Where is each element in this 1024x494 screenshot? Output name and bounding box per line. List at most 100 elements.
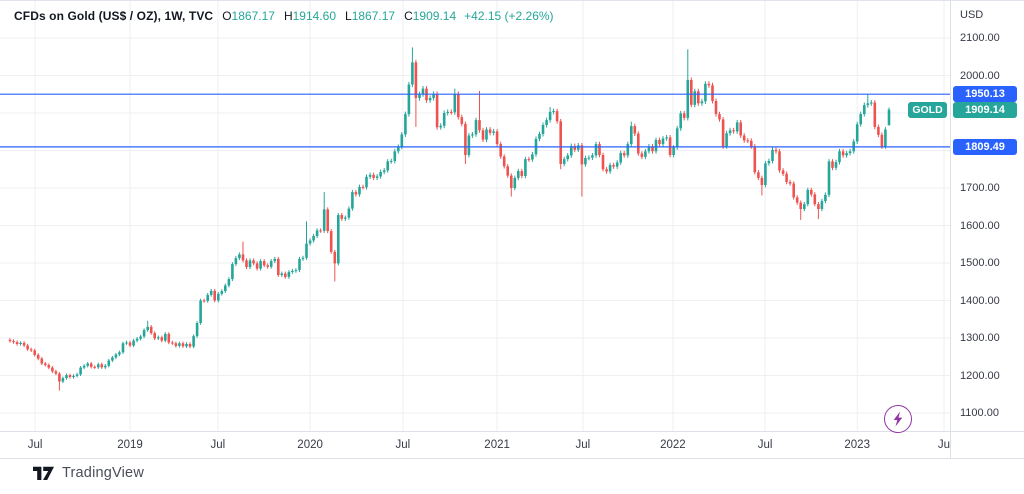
time-axis-label: 2020: [297, 439, 323, 451]
candle: [622, 150, 626, 158]
hline-upper-price-label: 1950.13: [953, 86, 1017, 103]
close-value: 1909.14: [412, 9, 457, 23]
candle: [658, 137, 661, 147]
symbol-title[interactable]: CFDs on Gold (US$ / OZ), 1W, TVC: [14, 9, 214, 23]
candle: [446, 109, 449, 116]
candle: [26, 343, 29, 351]
quick-trade-button[interactable]: [884, 405, 912, 433]
candle: [661, 136, 665, 147]
chart-legend[interactable]: CFDs on Gold (US$ / OZ), 1W, TVC O1867.17…: [14, 9, 554, 23]
time-axis-label: 2023: [844, 439, 870, 451]
candle: [79, 366, 82, 376]
candle: [277, 256, 280, 277]
time-axis-top-border: [0, 431, 1024, 432]
candle: [65, 373, 68, 380]
candle: [570, 143, 573, 158]
candle: [301, 255, 305, 261]
candle: [382, 168, 386, 175]
candle: [464, 121, 467, 164]
candle: [817, 202, 820, 220]
candle: [435, 91, 439, 130]
time-axis-label: Jul: [210, 439, 226, 451]
candle: [778, 149, 781, 173]
time-axis-label: 2021: [484, 439, 510, 451]
candle: [29, 347, 33, 352]
candle: [485, 127, 488, 143]
candle: [538, 131, 541, 142]
candle: [834, 159, 838, 171]
candle: [732, 127, 735, 134]
candle: [548, 107, 552, 123]
candle: [838, 148, 841, 165]
candle: [354, 189, 358, 197]
candle: [248, 258, 252, 270]
candle: [329, 229, 333, 254]
candle: [351, 189, 354, 211]
price-axis[interactable]: USD 1950.13 1909.14 1809.49 2100.00 2000.…: [950, 1, 1024, 458]
candle: [206, 293, 209, 303]
candle: [877, 124, 880, 138]
candle: [450, 109, 453, 115]
price-axis-label: 2100.00: [960, 32, 1000, 44]
candle: [305, 221, 308, 260]
candle: [393, 148, 397, 164]
candle: [690, 77, 693, 108]
candle: [502, 154, 506, 169]
candle: [259, 259, 262, 271]
candle: [584, 155, 587, 167]
candle: [682, 110, 686, 121]
candle: [527, 156, 531, 162]
candle: [344, 215, 347, 221]
candle: [139, 334, 142, 341]
candle: [174, 341, 178, 348]
time-axis-label: Jul: [395, 439, 411, 451]
candle: [718, 111, 721, 122]
candle: [757, 170, 760, 181]
candle: [714, 98, 718, 117]
footer: TradingView: [0, 458, 1024, 494]
candle: [601, 152, 605, 172]
tradingview-logo[interactable]: TradingView: [33, 465, 144, 481]
candle: [806, 187, 810, 207]
candle: [615, 160, 619, 169]
price-axis-label: 1400.00: [960, 294, 1000, 307]
time-axis-label: 2019: [117, 439, 143, 451]
time-axis-bottom-border: [0, 458, 1024, 459]
candle: [368, 172, 372, 179]
candle: [637, 131, 640, 156]
candle: [510, 173, 513, 197]
candle: [739, 120, 742, 138]
candle: [407, 81, 411, 117]
candle: [492, 128, 495, 136]
time-axis-label: Jul: [757, 439, 773, 451]
candle: [8, 338, 12, 343]
candle: [51, 366, 54, 373]
candle: [887, 107, 891, 126]
candle: [54, 369, 58, 376]
candle: [298, 256, 301, 273]
candle: [72, 374, 75, 379]
price-chart-canvas[interactable]: [0, 1, 1024, 458]
close-key: C: [404, 9, 413, 23]
candle: [389, 158, 393, 164]
candle: [82, 364, 86, 370]
candle: [287, 270, 291, 279]
time-axis[interactable]: Jul 2019 Jul 2020 Jul 2021 Jul 2022 Jul 2023 Ju: [0, 432, 950, 458]
candle: [227, 277, 231, 288]
candle: [781, 168, 785, 176]
candle: [195, 321, 199, 338]
candle: [333, 249, 337, 282]
open-key: O: [222, 9, 232, 23]
candle: [347, 206, 351, 220]
candle: [185, 342, 188, 348]
candle: [361, 184, 365, 190]
candle: [495, 129, 499, 147]
candle: [160, 335, 164, 343]
candle: [675, 125, 679, 150]
candle: [252, 258, 255, 266]
candle: [146, 320, 149, 332]
candle: [767, 158, 771, 166]
candle: [209, 288, 213, 297]
candle: [651, 144, 654, 154]
